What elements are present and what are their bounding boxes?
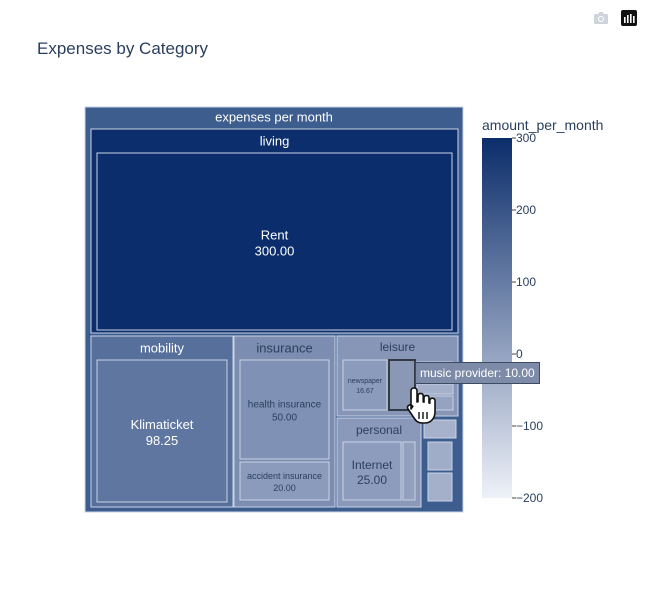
treemap-value-newspaper: 16.67 xyxy=(356,388,374,395)
colorbar-tick-label: 300 xyxy=(516,131,536,145)
treemap-tile-newspaper[interactable]: newspaper 16.67 xyxy=(343,360,387,410)
treemap-tile-small[interactable] xyxy=(428,442,452,470)
treemap-tile-small[interactable] xyxy=(428,473,452,501)
treemap-label-leisure: leisure xyxy=(380,340,416,354)
treemap-rect-newspaper[interactable] xyxy=(343,360,387,410)
treemap-value-health: 50.00 xyxy=(272,413,297,424)
colorbar-tick-label: −100 xyxy=(516,419,543,433)
hand-cursor-icon xyxy=(404,386,438,431)
colorbar-gradient xyxy=(482,138,512,498)
treemap-label-klimaticket: Klimaticket xyxy=(131,417,194,432)
treemap-value-klimaticket: 98.25 xyxy=(146,433,179,448)
treemap-label-mobility: mobility xyxy=(140,341,185,356)
treemap-tile-accident[interactable]: accident insurance 20.00 xyxy=(240,462,329,500)
treemap-label-rent: Rent xyxy=(261,228,289,243)
treemap-tile-health[interactable]: health insurance 50.00 xyxy=(240,360,329,459)
treemap-value-rent: 300.00 xyxy=(255,244,295,259)
colorbar-tick-label: 200 xyxy=(516,203,536,217)
treemap-label-insurance: insurance xyxy=(256,341,312,356)
treemap-label-internet: Internet xyxy=(352,458,393,472)
treemap-rect-accident[interactable] xyxy=(240,462,329,500)
treemap-label-accident: accident insurance xyxy=(247,471,322,481)
colorbar-title: amount_per_month xyxy=(482,117,603,133)
colorbar: amount_per_month 300 200 100 0 −100 −200 xyxy=(482,117,603,505)
treemap-tile-small[interactable] xyxy=(403,442,415,500)
treemap-label-health: health insurance xyxy=(248,400,322,411)
treemap-value-accident: 20.00 xyxy=(273,483,296,493)
treemap-label-root: expenses per month xyxy=(215,110,333,125)
colorbar-tick-label: −200 xyxy=(516,491,543,505)
treemap-value-internet: 25.00 xyxy=(357,473,387,487)
hover-tooltip: music provider: 10.00 xyxy=(415,362,540,384)
treemap-label-living: living xyxy=(260,134,290,149)
treemap-label-personal: personal xyxy=(356,423,402,437)
colorbar-tick-label: 100 xyxy=(516,275,536,289)
treemap-label-newspaper: newspaper xyxy=(348,378,383,385)
colorbar-tick-label: 0 xyxy=(516,347,523,361)
